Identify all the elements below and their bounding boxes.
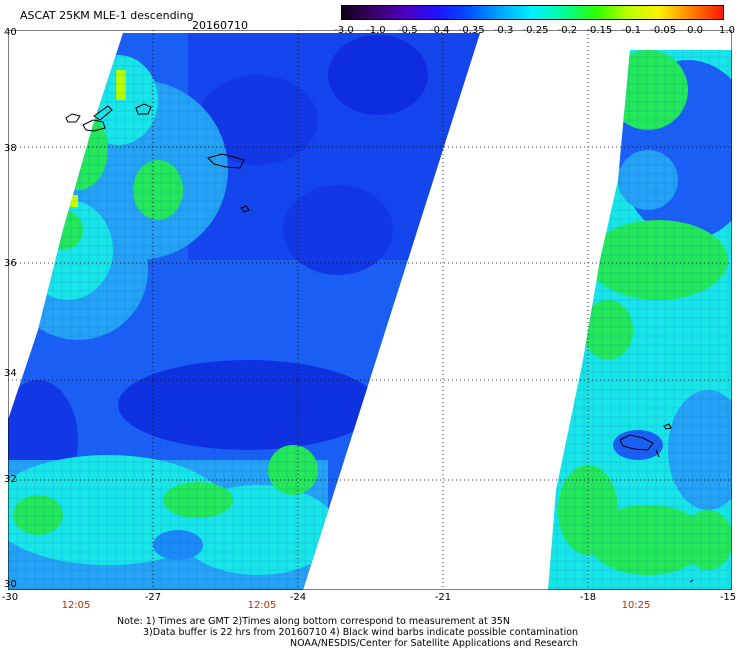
swath-west — [8, 33, 480, 590]
lon-label: -30 — [1, 592, 19, 603]
swath-east — [548, 50, 732, 590]
pass-time-label: 10:25 — [621, 600, 651, 611]
note-line-1: Note: 1) Times are GMT 2)Times along bot… — [117, 616, 510, 627]
lat-label: 38 — [4, 143, 17, 154]
lon-label: -21 — [434, 592, 452, 603]
note-line-3: NOAA/NESDIS/Center for Satellite Applica… — [290, 638, 578, 649]
map-plot — [8, 30, 732, 590]
footnotes: Note: 1) Times are GMT 2)Times along bot… — [117, 616, 578, 649]
lat-label: 34 — [4, 368, 17, 379]
lon-label: -27 — [144, 592, 162, 603]
lon-label: -15 — [719, 592, 737, 603]
lat-label: 36 — [4, 258, 17, 269]
lat-label: 32 — [4, 474, 17, 485]
lon-label: -18 — [579, 592, 597, 603]
pass-time-label: 12:05 — [247, 600, 277, 611]
pass-time-label: 12:05 — [61, 600, 91, 611]
note-line-2: 3)Data buffer is 22 hrs from 20160710 4)… — [143, 627, 579, 638]
lon-label: -24 — [289, 592, 307, 603]
colorbar — [341, 5, 724, 20]
product-date: 20160710 — [192, 19, 248, 32]
lat-label: 30 — [4, 579, 17, 590]
graticule — [8, 30, 732, 590]
coastlines — [65, 103, 694, 583]
lat-label: 40 — [4, 27, 17, 38]
product-title: ASCAT 25KM MLE-1 descending — [20, 9, 194, 22]
